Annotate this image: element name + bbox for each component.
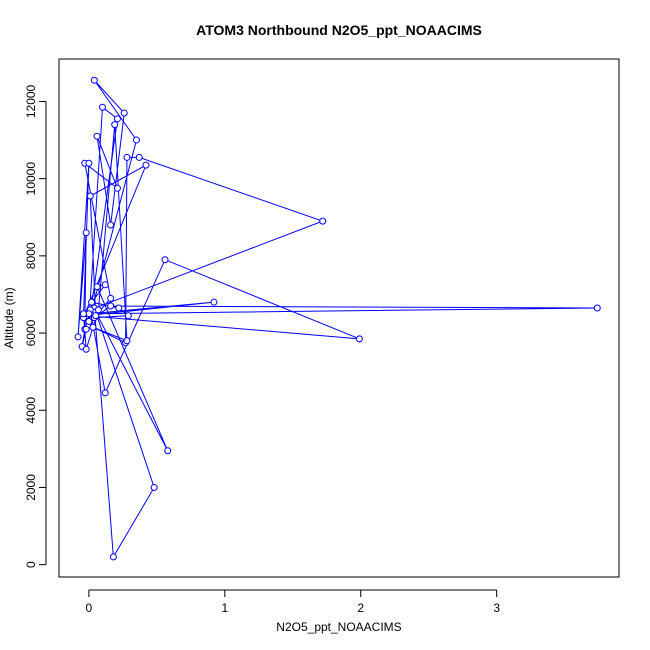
data-point — [79, 310, 87, 318]
data-point — [107, 302, 115, 310]
x-tick-label: 1 — [221, 601, 228, 615]
x-axis: 0 1 2 3 — [86, 589, 500, 615]
data-point — [92, 312, 100, 320]
data-point — [124, 312, 132, 320]
data-point — [82, 345, 90, 353]
data-point — [113, 115, 121, 123]
y-tick-label: 10000 — [24, 162, 38, 196]
data-point — [98, 103, 106, 111]
data-point — [94, 306, 102, 314]
data-point — [593, 304, 601, 312]
y-axis-label: Altitude (m) — [2, 287, 16, 348]
data-point — [135, 153, 143, 161]
data-point — [355, 335, 363, 343]
data-point — [142, 161, 150, 169]
data-point — [111, 121, 119, 129]
y-tick-label: 12000 — [24, 84, 38, 118]
data-point — [85, 317, 93, 325]
data-point — [123, 337, 131, 345]
data-point — [123, 153, 131, 161]
data-point — [101, 281, 109, 289]
x-tick-label: 2 — [357, 601, 364, 615]
data-point — [319, 217, 327, 225]
data-point — [107, 294, 115, 302]
y-tick-label: 4000 — [24, 397, 38, 424]
data-point — [93, 132, 101, 140]
data-point — [82, 229, 90, 237]
data-point — [113, 184, 121, 192]
data-point — [89, 323, 97, 331]
y-tick-label: 0 — [24, 561, 38, 568]
y-tick-label: 2000 — [24, 474, 38, 501]
data-point — [85, 159, 93, 167]
plot-frame — [58, 58, 620, 578]
x-tick-label: 0 — [86, 601, 93, 615]
data-point — [107, 221, 115, 229]
y-tick-label: 6000 — [24, 319, 38, 346]
series-layer — [74, 76, 601, 561]
y-tick-label: 8000 — [24, 242, 38, 269]
chart-title: ATOM3 Northbound N2O5_ppt_NOAACIMS — [196, 22, 482, 38]
data-point — [101, 389, 109, 397]
data-point — [82, 325, 90, 333]
data-point — [164, 447, 172, 455]
data-point — [150, 483, 158, 491]
data-point — [161, 256, 169, 264]
x-tick-label: 3 — [493, 601, 500, 615]
y-axis: 0 2000 4000 6000 8000 10000 12000 — [24, 84, 47, 568]
data-point — [132, 136, 140, 144]
data-point — [74, 333, 82, 341]
x-axis-label: N2O5_ppt_NOAACIMS — [276, 620, 401, 634]
data-point — [109, 553, 117, 561]
data-point — [93, 283, 101, 291]
data-point — [86, 192, 94, 200]
data-point — [115, 304, 123, 312]
data-point — [120, 109, 128, 117]
data-point — [88, 298, 96, 306]
data-point — [210, 298, 218, 306]
data-point — [90, 76, 98, 84]
